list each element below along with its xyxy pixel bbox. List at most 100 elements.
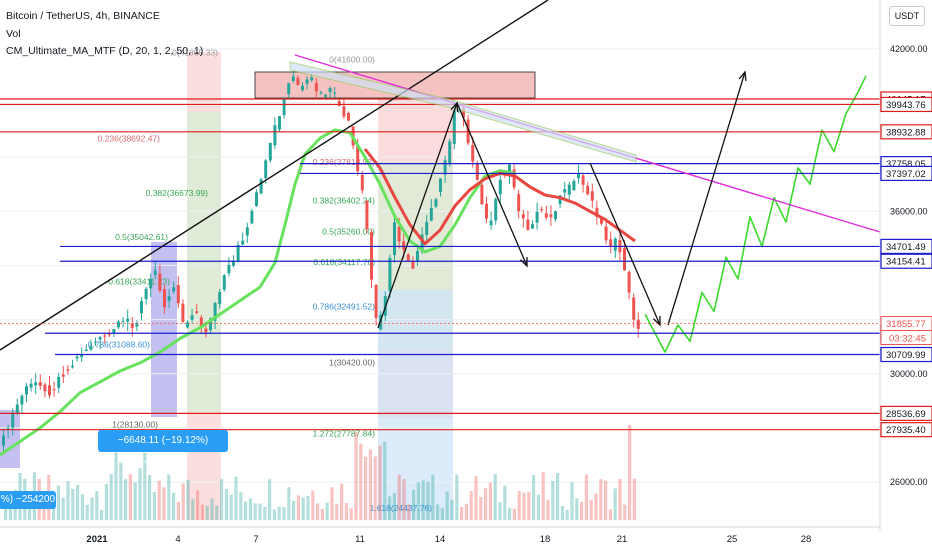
level-price-box (880, 96, 932, 113)
time-tick-label: 2021 (86, 534, 108, 545)
currency-button[interactable]: USDT (889, 6, 925, 26)
candle-body (144, 288, 148, 300)
fib-label-right: 0.618(34117.76) (313, 257, 375, 267)
volume-bar (162, 487, 166, 520)
volume-bar (474, 476, 478, 520)
volume-bar (200, 504, 204, 520)
candle-body (6, 428, 10, 430)
candle-body (480, 184, 484, 205)
volume-bar (172, 492, 176, 520)
volume-bar (517, 491, 521, 520)
price-tick-label: 30000.00 (890, 369, 928, 379)
candle-body (613, 238, 617, 251)
candle-body (623, 247, 626, 271)
volume-bar (368, 449, 372, 520)
volume-bar (191, 499, 195, 520)
candle-body (526, 219, 530, 230)
candle-body (462, 107, 465, 118)
candle-body (347, 112, 350, 121)
volume-bar (508, 508, 512, 520)
volume-bar (546, 499, 550, 520)
projection-path (644, 75, 867, 353)
candle-body (305, 79, 309, 84)
volume-bar (128, 474, 132, 520)
volume-bar (498, 502, 502, 520)
volume-bar (378, 445, 382, 520)
volume-bar (292, 500, 296, 520)
fib-zone-purple-left (0, 410, 20, 468)
volume-bar (460, 507, 464, 520)
volume-bar (570, 482, 574, 520)
volume-bar (388, 496, 392, 520)
volume-bar (148, 475, 152, 520)
volume-bar (80, 494, 84, 520)
candle-body (98, 337, 102, 340)
fib-label-right: 1.618(24437.76) (370, 503, 433, 513)
candle-body (250, 210, 254, 224)
candle-body (365, 200, 369, 229)
level-price-label: 27935.40 (886, 425, 926, 436)
candle-body (319, 92, 323, 94)
candle-body (71, 365, 74, 368)
measure-label: −6648.11 (−19.12%) −664811 (98, 430, 228, 468)
candle-body (301, 85, 304, 91)
volume-bar (431, 474, 435, 520)
candle-body (632, 297, 636, 320)
candle-body (360, 174, 364, 191)
candle-body (255, 192, 258, 207)
candle-body (259, 179, 263, 194)
volume-bar (109, 474, 113, 520)
candle-body (222, 275, 226, 290)
candle-body (563, 189, 567, 193)
level-price-label: 37758.05 (886, 159, 926, 170)
volume-bar (580, 502, 584, 520)
volume-bar (248, 498, 252, 520)
candle-body (310, 77, 314, 81)
candle-body (181, 303, 185, 322)
candle-body (213, 302, 217, 321)
fib-label-left: 0(41855.33) (172, 48, 218, 58)
trend-line-up (0, 0, 549, 351)
candle-body (273, 125, 277, 146)
candle-body (80, 354, 84, 358)
fib-label-left: 0.382(36673.99) (146, 188, 209, 198)
volume-bar (594, 493, 598, 520)
volume-bar (349, 508, 353, 520)
fib-zone-green (187, 112, 221, 412)
volume-bar (604, 480, 608, 520)
candle-body (411, 261, 415, 269)
candle-body (535, 211, 539, 223)
fib-label-left: 0.5(35042.61) (115, 232, 168, 242)
time-axis: 2021 4 7 11 14 18 21 25 28 (0, 526, 880, 545)
candle-body (577, 173, 580, 179)
candle-body (218, 291, 222, 305)
candle-body (241, 240, 245, 245)
volume-bar (143, 452, 147, 520)
volume-bar (469, 491, 473, 520)
candle-body (581, 175, 585, 185)
candle-body (452, 110, 456, 144)
volume-bar (565, 509, 569, 520)
price-tick-label: 36000.00 (890, 206, 928, 216)
volume-bar (263, 506, 267, 520)
level-price-label: 37397.02 (886, 169, 926, 180)
current-price-label: 31855.77 (886, 319, 926, 330)
volume-bar (253, 503, 257, 520)
volume-bar (306, 496, 310, 520)
projection-arrow (589, 162, 661, 326)
candle-body (540, 209, 544, 211)
candle-body (89, 345, 93, 350)
projection-arrow (377, 102, 458, 329)
candle-body (176, 285, 180, 304)
level-price-label: 34701.49 (886, 242, 926, 253)
volume-bar (196, 490, 200, 520)
fib-label-right: 0.786(32491.52) (313, 301, 376, 311)
candle-body (204, 328, 208, 333)
time-tick-label: 25 (727, 534, 738, 545)
candle-body (498, 179, 502, 195)
volume-bar (157, 480, 161, 520)
candle-body (324, 94, 327, 97)
volume-bar (176, 501, 180, 520)
candle-body (245, 227, 249, 236)
